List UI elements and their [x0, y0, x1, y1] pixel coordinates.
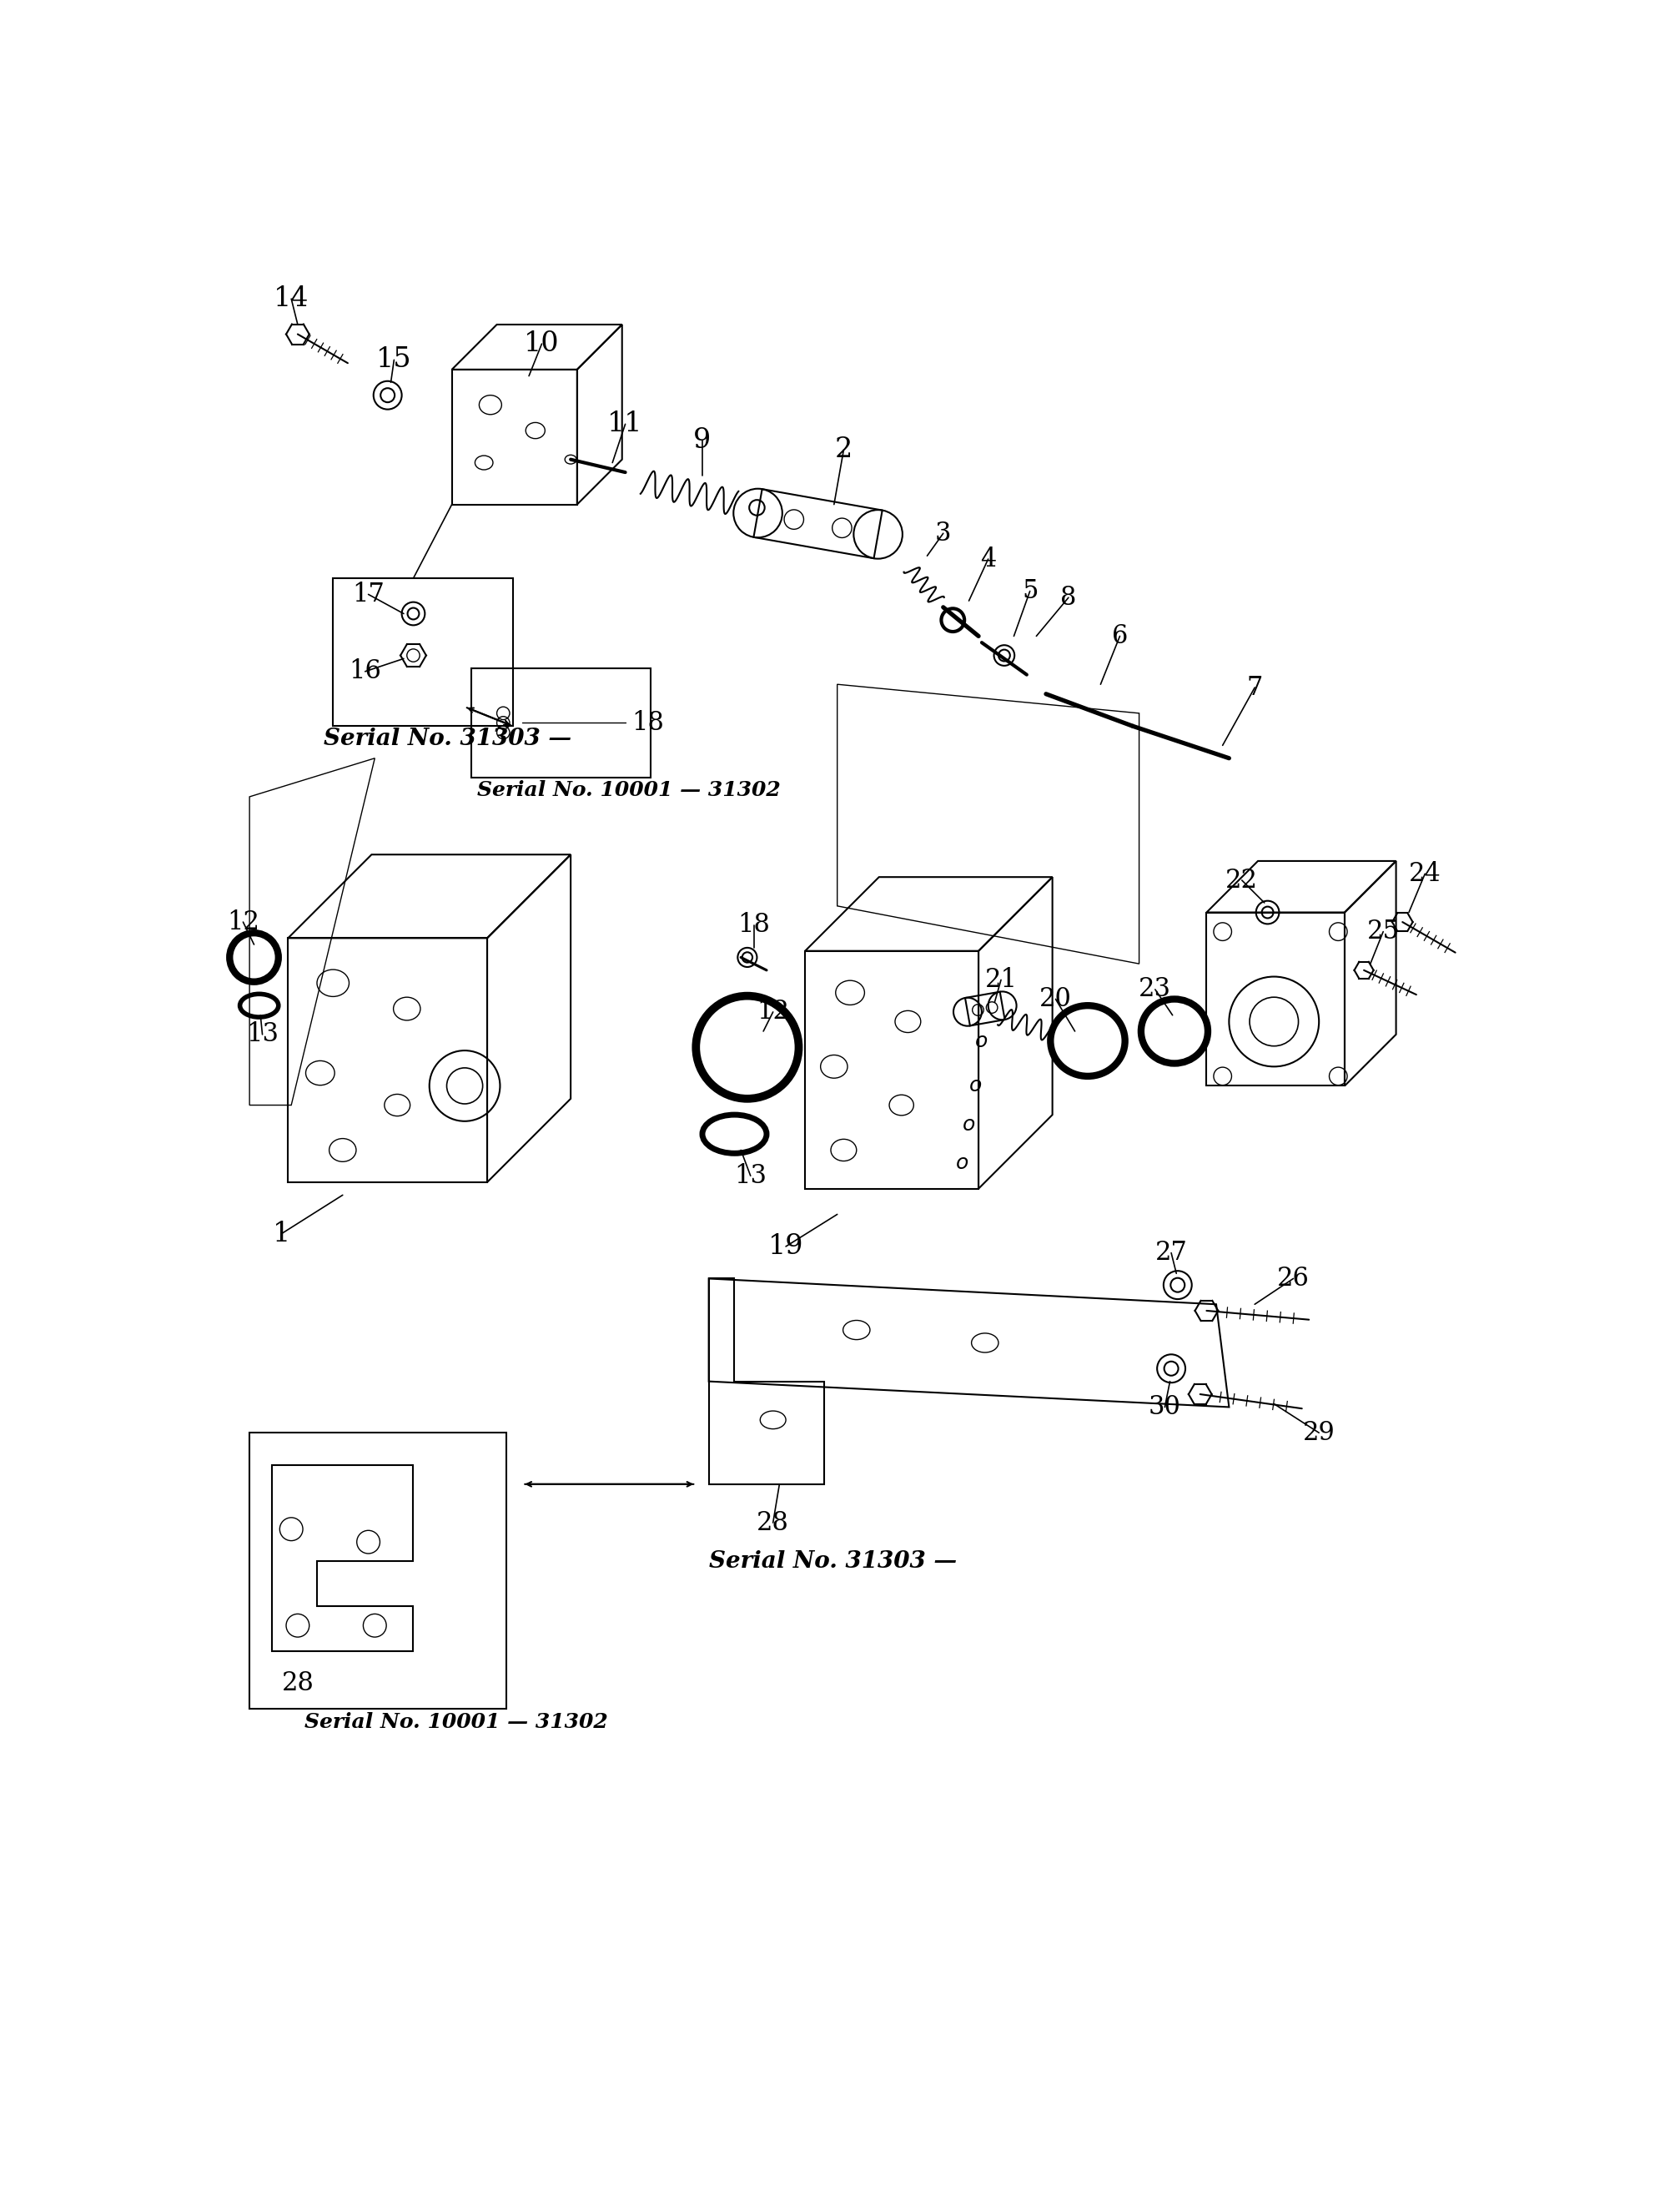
Bar — [470, 668, 650, 777]
Text: 12: 12 — [227, 909, 259, 935]
Text: 6: 6 — [1112, 624, 1127, 650]
Text: o: o — [969, 1076, 981, 1096]
Text: 18: 18 — [738, 911, 769, 938]
Text: Serial No. 31303 —: Serial No. 31303 — — [323, 727, 571, 751]
Text: 2: 2 — [835, 437, 852, 463]
Text: Serial No. 10001 — 31302: Serial No. 10001 — 31302 — [304, 1713, 608, 1733]
Text: 1: 1 — [272, 1221, 291, 1247]
Text: Serial No. 10001 — 31302: Serial No. 10001 — 31302 — [477, 780, 781, 799]
Text: 27: 27 — [1156, 1241, 1188, 1265]
Text: 7: 7 — [1247, 674, 1263, 701]
Text: o: o — [963, 1113, 976, 1135]
Text: 21: 21 — [984, 966, 1018, 993]
Text: 5: 5 — [1021, 578, 1038, 604]
Text: 16: 16 — [349, 659, 381, 685]
Text: 13: 13 — [734, 1164, 766, 1188]
Text: 18: 18 — [632, 709, 664, 736]
Text: 26: 26 — [1277, 1265, 1309, 1291]
Bar — [333, 578, 512, 727]
Text: 23: 23 — [1139, 977, 1171, 1001]
Text: 11: 11 — [608, 411, 643, 437]
Text: 22: 22 — [1226, 867, 1258, 894]
Text: 4: 4 — [979, 547, 996, 571]
Text: 10: 10 — [524, 329, 559, 358]
Text: o: o — [976, 1030, 988, 1052]
Text: 30: 30 — [1149, 1394, 1181, 1421]
Text: 28: 28 — [756, 1511, 790, 1535]
Text: 29: 29 — [1302, 1421, 1336, 1445]
Text: 24: 24 — [1410, 861, 1441, 887]
Bar — [250, 1432, 506, 1708]
Text: 19: 19 — [768, 1234, 803, 1261]
Text: 13: 13 — [245, 1021, 279, 1047]
Text: o: o — [956, 1153, 969, 1173]
Text: 20: 20 — [1040, 986, 1072, 1012]
Text: 28: 28 — [282, 1671, 314, 1695]
Text: 9: 9 — [694, 426, 711, 455]
Text: 8: 8 — [1060, 584, 1077, 610]
Text: 3: 3 — [936, 520, 951, 547]
Text: 14: 14 — [274, 285, 309, 312]
Text: 17: 17 — [353, 582, 385, 608]
Text: 15: 15 — [376, 347, 412, 373]
Text: 12: 12 — [756, 999, 790, 1026]
Text: Serial No. 31303 —: Serial No. 31303 — — [709, 1550, 956, 1572]
Text: 25: 25 — [1368, 918, 1399, 944]
